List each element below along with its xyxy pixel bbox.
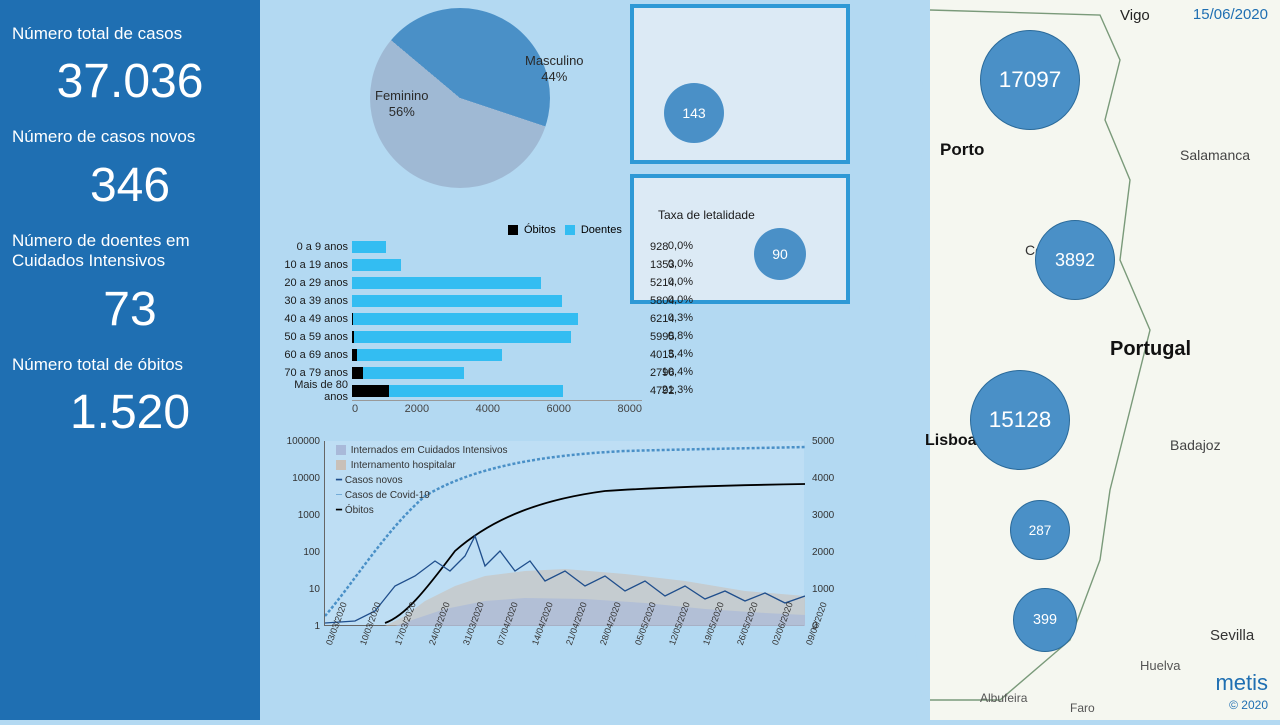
stat-label-icu: Número de doentes em Cuidados Intensivos <box>12 231 248 272</box>
gender-pie-chart: Feminino56% Masculino44% <box>330 8 550 208</box>
age-bar-row: 10 a 19 anos13530,0% <box>268 256 858 274</box>
logo: metis <box>1215 670 1268 696</box>
age-bar-chart: Taxa de letalidade Óbitos Doentes 0 a 9 … <box>268 220 858 425</box>
timeline-chart: 110100100010000100000 010002000300040005… <box>274 435 854 710</box>
stat-label-new-cases: Número de casos novos <box>12 127 248 147</box>
pie-label-masculino: Masculino44% <box>525 53 584 84</box>
map-bubble: 3892 <box>1035 220 1115 300</box>
stat-label-total-cases: Número total de casos <box>12 24 248 44</box>
map-bubble: 17097 <box>980 30 1080 130</box>
age-bar-row: 30 a 39 anos58040,0% <box>268 292 858 310</box>
map-panel: 15/06/2020 Vigo Porto Salamanca Coimbra … <box>870 0 1280 720</box>
stats-sidebar: Número total de casos 37.036 Número de c… <box>0 0 260 720</box>
age-bar-row: 40 a 49 anos62140,3% <box>268 310 858 328</box>
bar-x-axis: 02000400060008000 <box>352 400 642 415</box>
copyright: © 2020 <box>1229 698 1268 712</box>
map-bubble: 15128 <box>970 370 1070 470</box>
age-bar-row: 20 a 29 anos52140,0% <box>268 274 858 292</box>
bubble-azores: 143 <box>664 83 724 143</box>
age-bar-row: 60 a 69 anos40153,4% <box>268 346 858 364</box>
lethality-title: Taxa de letalidade <box>658 208 755 222</box>
bar-legend: Óbitos Doentes <box>508 224 628 236</box>
stat-value-new-cases: 346 <box>12 158 248 213</box>
age-bar-row: 70 a 79 anos279610,4% <box>268 364 858 382</box>
age-bar-row: Mais de 80 anos479221,3% <box>268 382 858 400</box>
timeline-legend: Internados em Cuidados Intensivos Intern… <box>336 443 508 518</box>
pie-label-feminino: Feminino56% <box>375 88 428 119</box>
report-date: 15/06/2020 <box>1193 6 1268 23</box>
map-bubble: 399 <box>1013 588 1077 652</box>
stat-value-total-cases: 37.036 <box>12 54 248 109</box>
stat-value-deaths: 1.520 <box>12 385 248 440</box>
age-bar-row: 50 a 59 anos59950,8% <box>268 328 858 346</box>
stat-label-deaths: Número total de óbitos <box>12 355 248 375</box>
inset-azores: 143 <box>630 4 850 164</box>
swatch-doentes <box>565 225 575 235</box>
swatch-obitos <box>508 225 518 235</box>
timeline-x-axis: 03/03/202010/03/202017/03/202024/03/2020… <box>324 631 804 701</box>
main-charts: Feminino56% Masculino44% 143 90 Taxa de … <box>260 0 870 720</box>
map-bubble: 287 <box>1010 500 1070 560</box>
age-bar-row: 0 a 9 anos9280,0% <box>268 238 858 256</box>
stat-value-icu: 73 <box>12 282 248 337</box>
